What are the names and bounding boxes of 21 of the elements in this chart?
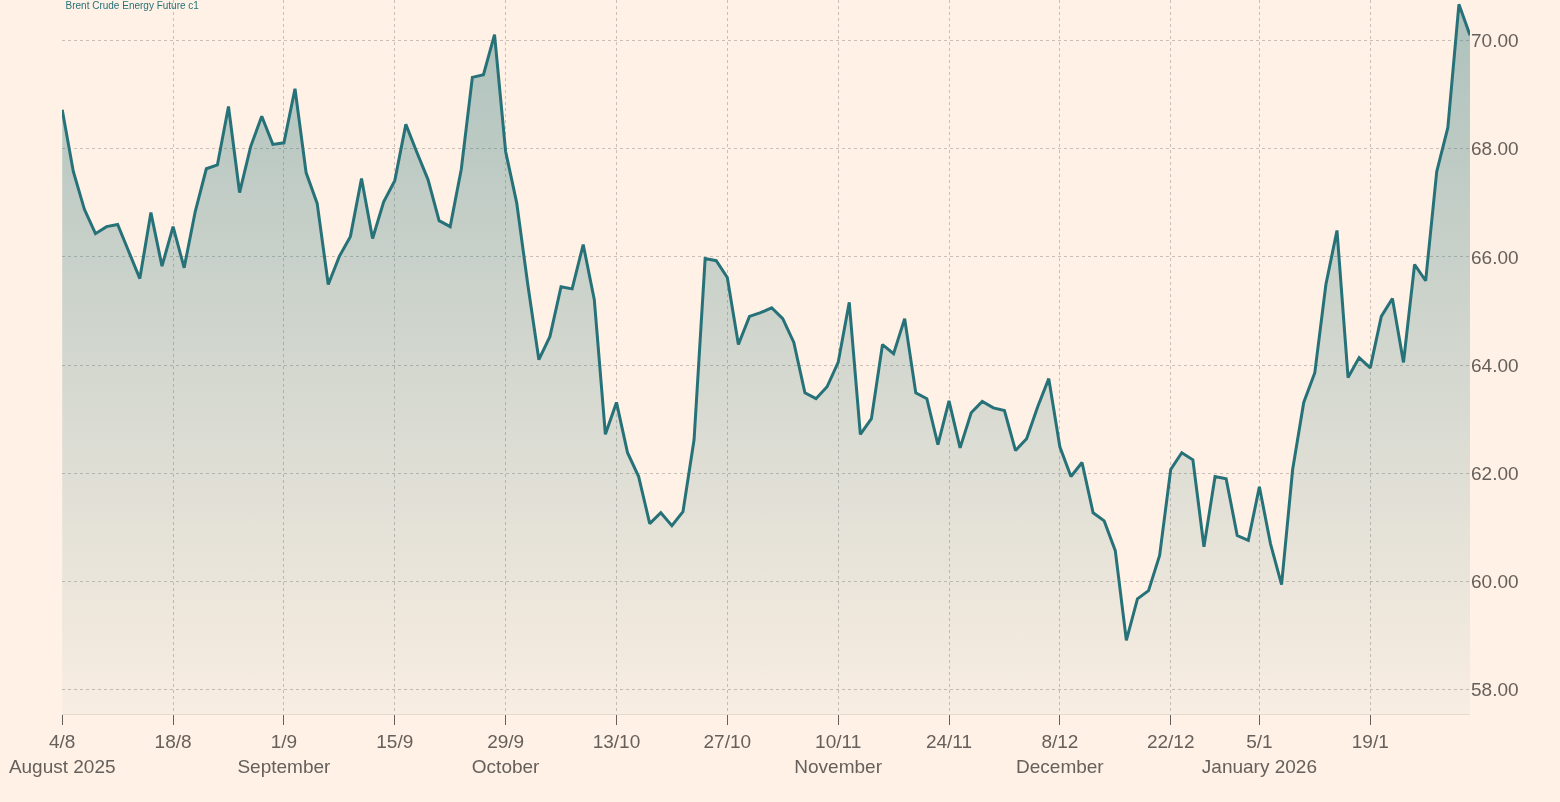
y-tick-label: 66.00 — [1471, 246, 1519, 268]
y-tick-label: 60.00 — [1471, 571, 1519, 593]
x-tick-label: 4/8 August 2025 — [8, 730, 116, 777]
x-tick-label: 5/1 January 2026 — [1201, 730, 1317, 777]
x-tick-label: 13/10 — [592, 730, 641, 752]
y-tick-label: 68.00 — [1471, 138, 1519, 160]
x-tick-label: 19/1 — [1351, 730, 1389, 752]
x-tick-label: 29/9 October — [471, 730, 541, 777]
x-tick-label: 8/12 December — [1016, 730, 1105, 777]
chart-title: Brent Crude Energy Future c1 — [65, 0, 200, 12]
y-tick-label: 70.00 — [1471, 30, 1519, 52]
y-tick-label: 64.00 — [1471, 354, 1519, 376]
x-tick-label: 27/10 — [703, 730, 752, 752]
x-tick-label: 22/12 — [1146, 730, 1195, 752]
x-tick-label: 1/9 September — [237, 730, 332, 777]
x-tick-label: 15/9 — [376, 730, 414, 752]
y-tick-label: 58.00 — [1471, 679, 1519, 701]
x-tick-label: 24/11 — [925, 730, 973, 752]
x-tick-label: 18/8 — [154, 730, 192, 752]
x-tick-label: 10/11 November — [794, 730, 883, 777]
y-tick-label: 62.00 — [1471, 462, 1519, 484]
